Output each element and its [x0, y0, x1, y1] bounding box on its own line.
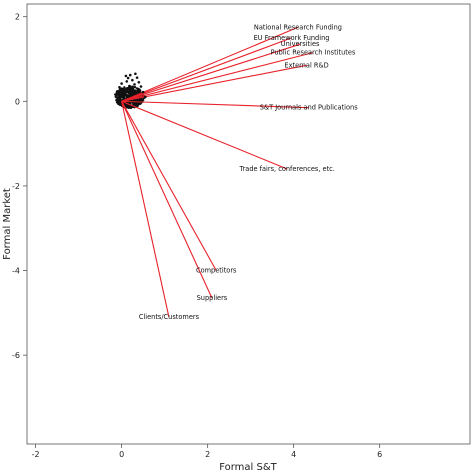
plot-frame [26, 3, 471, 445]
cloud-point [115, 98, 118, 102]
cloud-point [133, 86, 137, 89]
cloud-point [134, 92, 137, 96]
x-tick-label: 6 [377, 450, 382, 459]
scatter-point [118, 86, 121, 89]
cloud-point [117, 96, 120, 99]
loading-vector [121, 101, 213, 299]
cloud-point [134, 89, 137, 92]
x-tick-label: -2 [32, 450, 40, 459]
vector-label: Public Research Institutes [271, 49, 356, 57]
cloud-point [123, 93, 126, 96]
y-tick-label: 0 [15, 97, 20, 106]
scatter-point [126, 76, 130, 80]
cloud-point [139, 90, 142, 93]
scatter-point [124, 74, 128, 78]
vector-label: Trade fairs, conferences, etc. [239, 165, 335, 173]
cloud-point [121, 95, 124, 99]
y-tick-label: -6 [12, 351, 20, 360]
x-axis-title: Formal S&T [219, 462, 277, 473]
cloud-point [114, 95, 117, 98]
cloud-point [114, 93, 117, 96]
cloud-point [128, 91, 131, 94]
scatter-point [120, 82, 123, 85]
scatter-point [141, 90, 145, 94]
loading-vector [121, 37, 292, 102]
cloud-point [119, 90, 122, 93]
cloud-point [136, 88, 140, 91]
y-tick-label: -2 [12, 182, 20, 191]
cloud-point [117, 98, 120, 102]
loading-vector [121, 100, 309, 109]
x-tick-label: 4 [291, 450, 296, 459]
scatter-point [133, 83, 136, 86]
vector-label: External R&D [284, 61, 328, 69]
vector-label: S&T Journals and Publications [260, 104, 358, 112]
cloud-point [115, 90, 119, 93]
cloud-point [125, 87, 128, 90]
x-tick-label: 0 [119, 450, 124, 459]
vector-label: National Research Funding [254, 23, 342, 31]
scatter-point [128, 84, 131, 88]
x-axis-ticks: -2 0 2 4 6 [32, 444, 382, 459]
cloud-point [127, 88, 130, 91]
scatter-point [137, 80, 141, 84]
cloud-point [119, 93, 123, 97]
vector-label: Clients/Customers [139, 313, 200, 321]
cloud-point [122, 89, 125, 92]
scatter-point [135, 76, 139, 79]
scatter-point [139, 85, 143, 88]
cloud-point [116, 92, 119, 96]
y-tick-label: 2 [15, 13, 20, 22]
vector-label: Universities [281, 40, 320, 48]
cloud-point [122, 91, 125, 94]
loading-vector [121, 26, 299, 102]
cloud-point [131, 85, 134, 88]
y-tick-label: -4 [12, 267, 20, 276]
loading-vector [121, 52, 314, 102]
cloud-point [136, 102, 139, 105]
vector-label: EU Framework Funding [254, 34, 330, 42]
cloud-point [118, 100, 121, 104]
scatter-point [134, 72, 137, 76]
vector-label: Competitors [196, 267, 237, 275]
cloud-point [123, 86, 126, 89]
cloud-point [126, 94, 129, 97]
scatter-points [118, 72, 147, 99]
cloud-point [117, 94, 121, 97]
cloud-point [134, 103, 137, 106]
vector-label: Suppliers [197, 294, 228, 302]
cloud-point [130, 89, 133, 92]
cloud-point [115, 101, 119, 104]
loading-vector [121, 101, 170, 318]
scatter-point [131, 78, 134, 82]
y-axis-title: Formal Market [2, 188, 13, 260]
y-axis-ticks: -6 -4 -2 0 2 [12, 13, 27, 360]
loading-vector [121, 100, 288, 170]
cloud-point [127, 105, 130, 109]
cloud-point [119, 98, 122, 101]
loading-vector [121, 101, 217, 271]
cloud-point [124, 91, 127, 94]
cloud-point [128, 93, 131, 96]
loading-vectors [121, 26, 314, 318]
x-tick-label: 2 [205, 450, 210, 459]
vector-labels: National Research Funding EU Framework Fu… [139, 23, 358, 321]
cloud-point [136, 90, 139, 94]
scatter-point [125, 80, 129, 83]
loading-vector [121, 64, 307, 102]
cloud-point [132, 88, 135, 91]
scatter-point [143, 95, 147, 99]
scatter-point [128, 73, 132, 77]
loading-vector [121, 43, 301, 102]
